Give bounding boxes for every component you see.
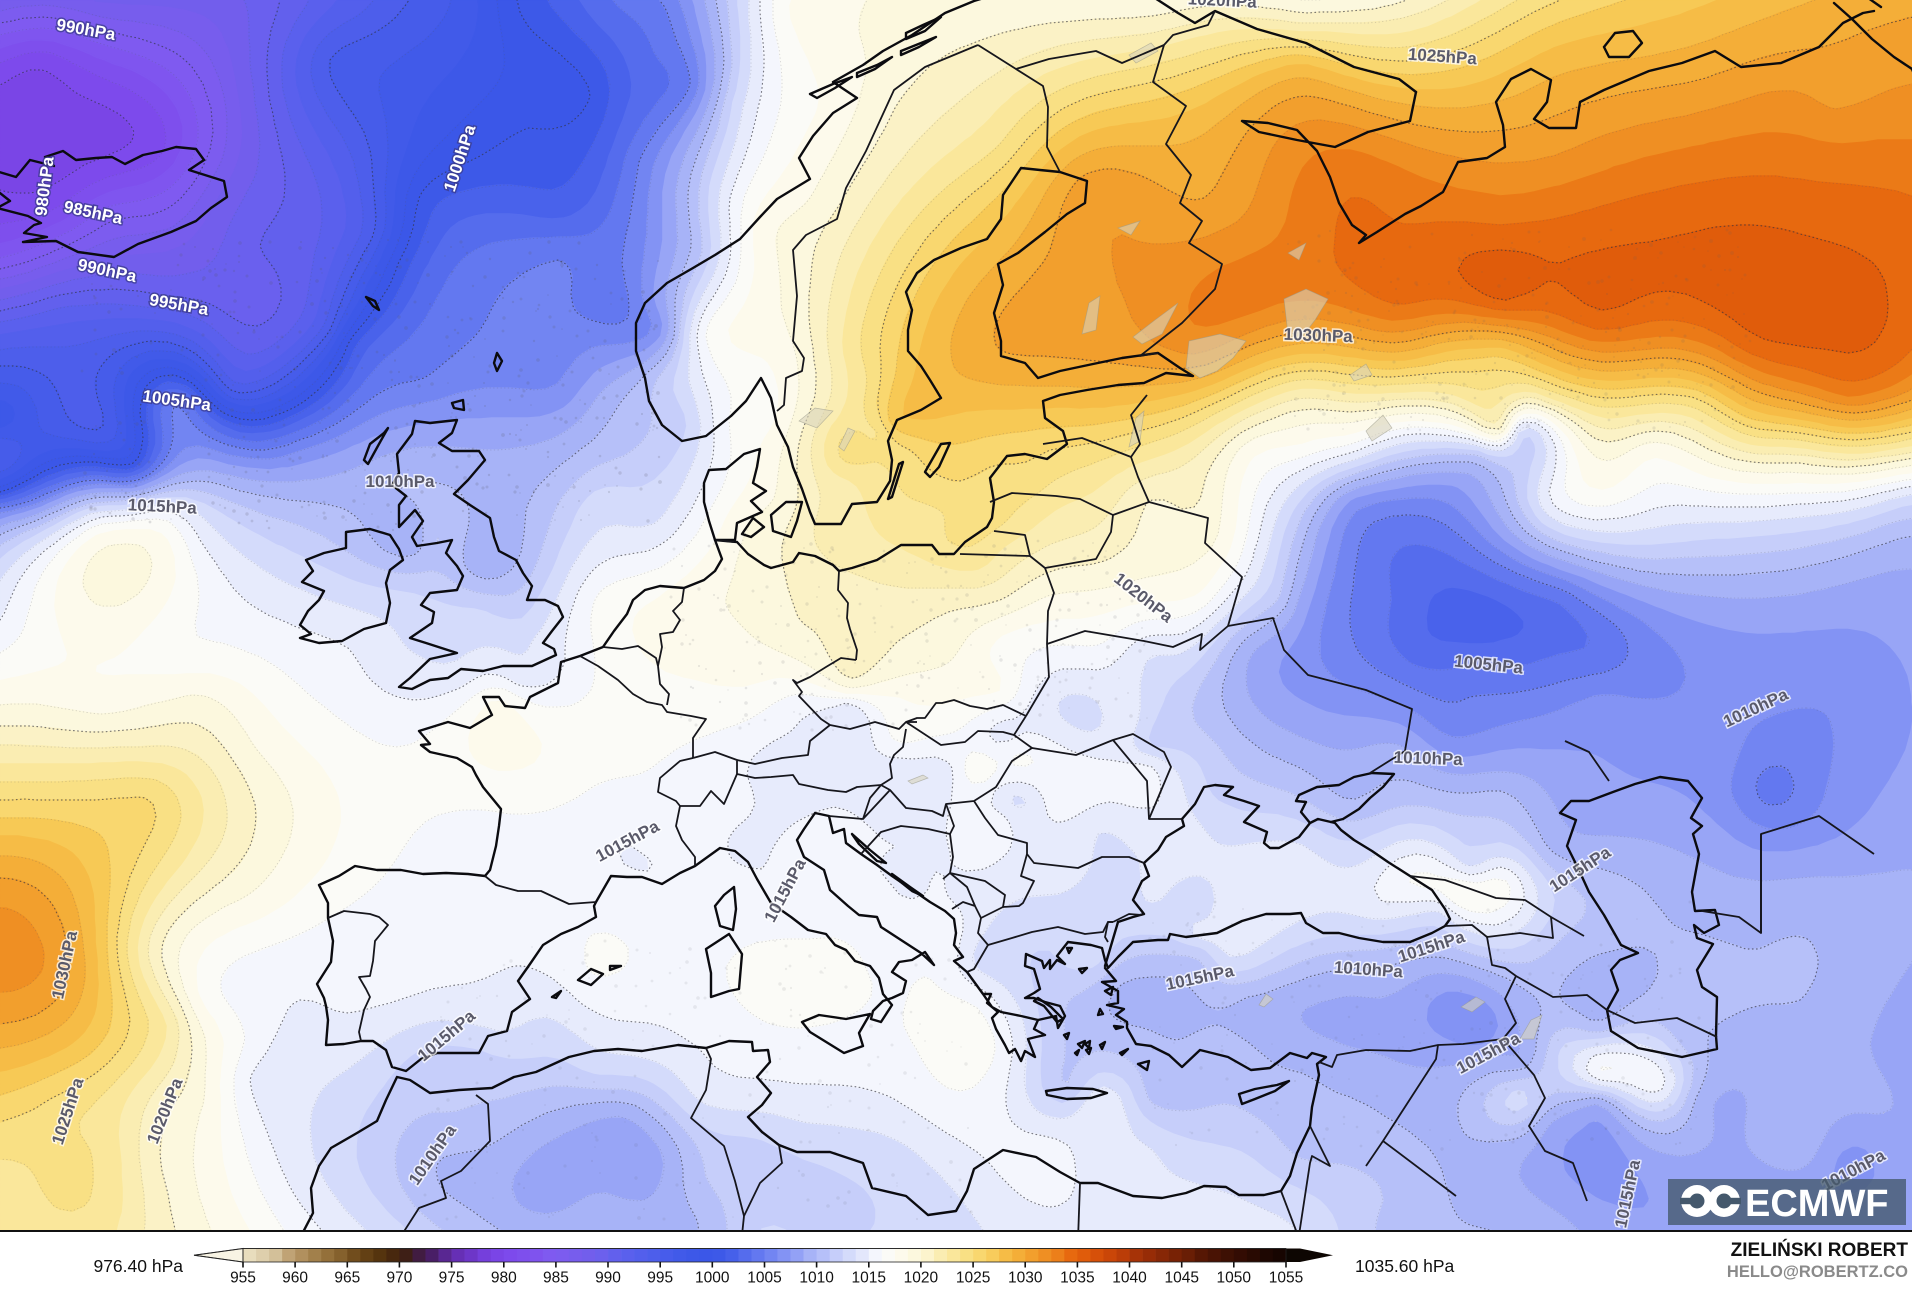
- svg-text:995: 995: [647, 1270, 673, 1287]
- svg-text:1015: 1015: [852, 1270, 886, 1287]
- svg-text:955: 955: [230, 1270, 256, 1287]
- svg-text:1025: 1025: [956, 1270, 990, 1287]
- svg-text:970: 970: [386, 1270, 412, 1287]
- svg-text:975: 975: [439, 1270, 465, 1287]
- svg-text:1010: 1010: [799, 1270, 834, 1287]
- svg-text:1055: 1055: [1269, 1270, 1303, 1287]
- svg-text:976.40 hPa: 976.40 hPa: [93, 1256, 183, 1276]
- svg-text:1035.60 hPa: 1035.60 hPa: [1355, 1256, 1455, 1276]
- svg-text:960: 960: [282, 1270, 308, 1287]
- svg-text:HELLO@ROBERTZ.CO: HELLO@ROBERTZ.CO: [1727, 1263, 1908, 1281]
- svg-text:ECMWF: ECMWF: [1745, 1183, 1889, 1225]
- svg-text:985: 985: [543, 1270, 569, 1287]
- svg-text:1005: 1005: [747, 1270, 781, 1287]
- svg-text:1030: 1030: [1008, 1270, 1043, 1287]
- svg-text:1010hPa: 1010hPa: [366, 472, 436, 491]
- svg-text:1020: 1020: [904, 1270, 939, 1287]
- svg-text:990: 990: [595, 1270, 621, 1287]
- svg-text:1015hPa: 1015hPa: [127, 495, 197, 518]
- svg-text:965: 965: [334, 1270, 360, 1287]
- svg-text:1045: 1045: [1164, 1270, 1198, 1287]
- svg-text:980: 980: [491, 1270, 517, 1287]
- svg-text:1010hPa: 1010hPa: [1393, 748, 1463, 769]
- svg-text:ZIELIŃSKI ROBERT: ZIELIŃSKI ROBERT: [1731, 1239, 1909, 1261]
- svg-text:1030hPa: 1030hPa: [1283, 325, 1353, 346]
- svg-text:1000: 1000: [695, 1270, 730, 1287]
- svg-text:1050: 1050: [1217, 1270, 1252, 1287]
- svg-text:1040: 1040: [1112, 1270, 1147, 1287]
- svg-text:1035: 1035: [1060, 1270, 1094, 1287]
